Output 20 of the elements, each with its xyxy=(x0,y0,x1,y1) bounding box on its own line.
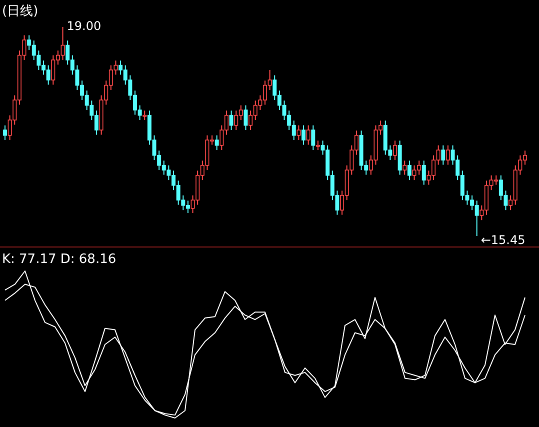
candlestick xyxy=(402,160,407,176)
candlestick xyxy=(214,134,219,151)
candlestick xyxy=(3,124,7,141)
candlestick xyxy=(306,124,310,146)
candlestick xyxy=(311,124,316,151)
candlestick xyxy=(422,160,426,186)
candlestick xyxy=(302,124,306,146)
candlestick xyxy=(296,124,301,141)
annotation: 19.00 xyxy=(66,19,102,33)
candlestick xyxy=(441,144,446,166)
candlestick xyxy=(446,144,450,166)
candlestick xyxy=(393,140,397,161)
candlestick xyxy=(407,160,412,181)
candlestick xyxy=(244,104,248,131)
chart-title: K: 77.17 D: 68.16 xyxy=(2,252,116,267)
candlestick xyxy=(142,110,147,121)
candlestick xyxy=(316,140,320,151)
annotation: ←15.45 xyxy=(480,233,526,247)
candlestick xyxy=(229,110,234,131)
chart-title: (日线) xyxy=(2,4,38,19)
